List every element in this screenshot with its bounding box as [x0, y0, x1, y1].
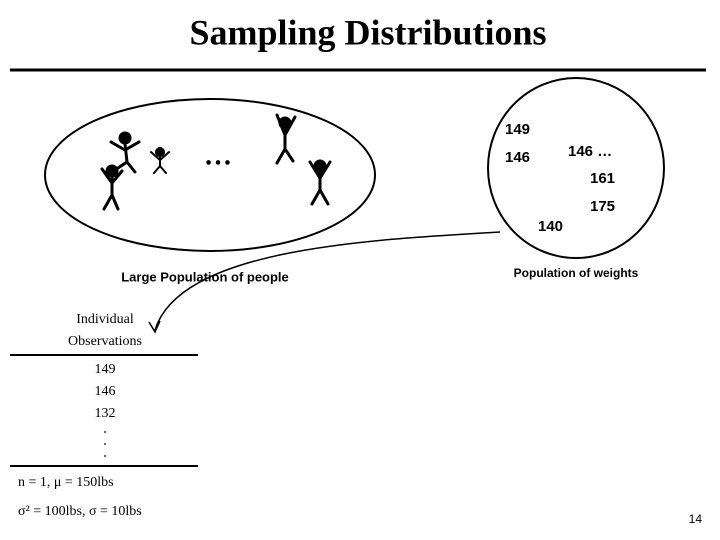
table-cell: 132	[95, 406, 116, 421]
population-label: Large Population of people	[121, 269, 289, 284]
weight-number: 161	[590, 170, 615, 187]
people-figures	[100, 113, 332, 211]
note: n = 1, μ = 150lbs	[18, 475, 114, 490]
slide-title: Sampling Distributions	[189, 12, 546, 52]
weight-numbers: 149 146 146 … 161 175 140	[505, 121, 615, 235]
weight-number: 146	[505, 149, 530, 166]
observations-table: Individual Observations 149 146 132	[68, 312, 142, 421]
table-header: Individual	[76, 312, 134, 327]
table-cell: 146	[95, 384, 116, 399]
population-ellipse	[44, 98, 376, 252]
weight-number: 175	[590, 198, 615, 215]
sampling-arrow	[154, 231, 501, 331]
weight-number: 140	[538, 218, 563, 235]
arrow-head	[148, 320, 161, 334]
weight-number: 146 …	[568, 143, 612, 160]
weights-circle	[487, 77, 665, 259]
table-header: Observations	[68, 334, 142, 349]
page-number: 14	[689, 512, 703, 526]
table-cell: 149	[95, 362, 116, 377]
weights-label: Population of weights	[514, 266, 639, 280]
population-ellipsis: …	[204, 140, 232, 171]
vertical-ellipsis	[104, 431, 106, 457]
note: σ² = 100lbs, σ = 10lbs	[18, 504, 142, 519]
weight-number: 149	[505, 121, 530, 138]
